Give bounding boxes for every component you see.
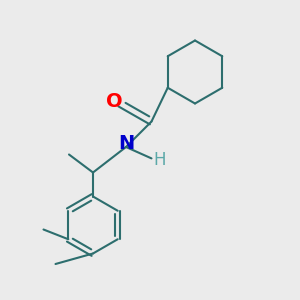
Text: N: N	[118, 134, 134, 153]
Text: O: O	[106, 92, 123, 111]
Text: H: H	[154, 151, 166, 169]
